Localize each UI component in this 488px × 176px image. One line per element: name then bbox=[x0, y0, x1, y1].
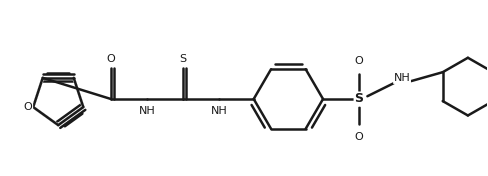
Text: NH: NH bbox=[211, 106, 227, 116]
Text: S: S bbox=[180, 54, 186, 64]
Text: O: O bbox=[106, 54, 115, 64]
Text: O: O bbox=[23, 102, 32, 112]
Text: NH: NH bbox=[139, 106, 155, 116]
Text: O: O bbox=[355, 132, 364, 142]
Text: NH: NH bbox=[394, 73, 410, 83]
Text: S: S bbox=[355, 93, 364, 105]
Text: O: O bbox=[355, 56, 364, 66]
